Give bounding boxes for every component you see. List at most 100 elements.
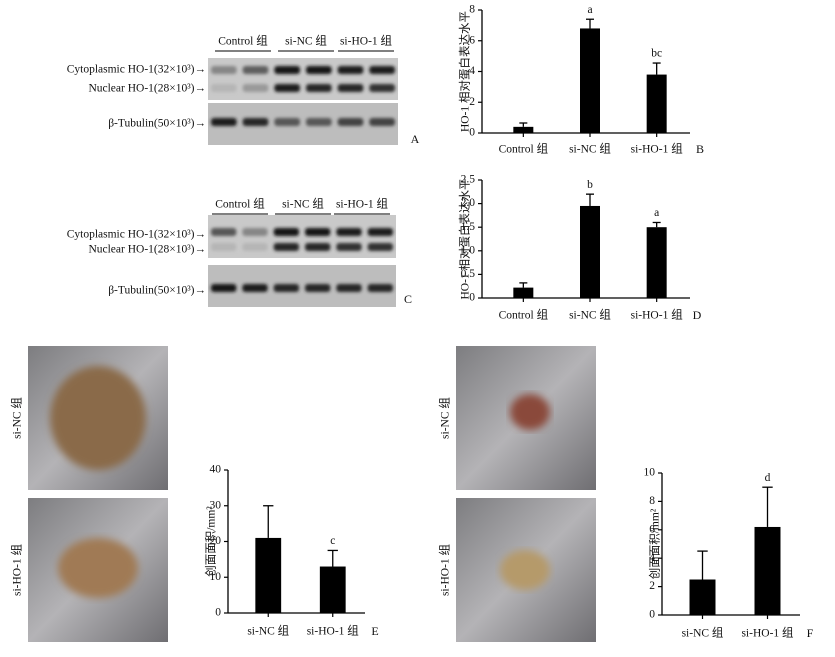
- y-tick-label: 2.5: [461, 174, 476, 186]
- y-axis-label: 创面面积/mm²: [649, 508, 662, 579]
- blot-band: [337, 118, 364, 126]
- bar: [319, 566, 346, 613]
- wound: [500, 550, 550, 590]
- blot-band: [336, 243, 362, 251]
- blot-band: [242, 84, 269, 92]
- y-tick-label: 0.5: [461, 268, 476, 280]
- blot-band: [369, 118, 395, 126]
- y-tick-label: 10: [210, 571, 222, 583]
- bar: [255, 537, 282, 613]
- y-tick-label: 0: [469, 292, 475, 304]
- x-tick-label: si-NC 组: [682, 626, 724, 640]
- blot-band: [306, 84, 332, 92]
- panel-letter: A: [411, 132, 420, 146]
- blot-band: [211, 243, 237, 251]
- blot-group-label: si-NC 组: [282, 197, 324, 211]
- y-tick-label: 10: [644, 467, 656, 479]
- significance-label: c: [330, 535, 335, 547]
- y-tick-label: 40: [210, 464, 222, 476]
- y-tick-label: 2.0: [461, 197, 476, 209]
- blot-group-label: Control 组: [215, 197, 265, 211]
- blot-band: [305, 243, 331, 251]
- y-tick-label: 4: [649, 552, 655, 564]
- y-tick-label: 4: [469, 65, 475, 77]
- bar: [646, 74, 667, 133]
- band-label: Cytoplasmic HO-1(32×10³)→: [67, 64, 206, 76]
- blot-band: [242, 228, 268, 236]
- band-label: Cytoplasmic HO-1(32×10³)→: [67, 229, 206, 241]
- y-tick-label: 2: [469, 96, 475, 108]
- blot-band: [306, 118, 332, 126]
- photo-row-label: si-HO-1 组: [438, 543, 452, 596]
- wound: [58, 538, 138, 598]
- blot-group-label: si-HO-1 组: [340, 34, 393, 48]
- blot-background: [208, 103, 398, 145]
- blot-band: [367, 228, 393, 236]
- blot-band: [367, 243, 393, 251]
- bar: [580, 28, 600, 134]
- panel-letter: B: [696, 142, 704, 156]
- blot-band: [274, 84, 300, 92]
- photo-row-label: si-NC 组: [10, 397, 24, 439]
- significance-label: d: [765, 472, 771, 484]
- x-tick-label: si-HO-1 组: [307, 624, 360, 638]
- y-tick-label: 6: [649, 523, 655, 535]
- blot-background: [208, 215, 396, 258]
- panel-letter: D: [693, 308, 702, 322]
- blot-band: [336, 284, 362, 292]
- blot-band: [305, 228, 331, 236]
- blot-band: [274, 118, 300, 126]
- y-tick-label: 2: [649, 580, 655, 592]
- y-tick-label: 1.0: [461, 244, 476, 256]
- blot-band: [211, 228, 237, 236]
- blot-band: [369, 66, 395, 74]
- x-tick-label: si-NC 组: [569, 308, 611, 322]
- x-tick-label: si-NC 组: [569, 142, 611, 156]
- y-axis-label: 创面面积/mm²: [205, 506, 218, 577]
- y-tick-label: 0: [649, 609, 655, 621]
- blot-band: [242, 66, 269, 74]
- photo-row-label: si-HO-1 组: [10, 543, 24, 596]
- wound: [50, 366, 146, 470]
- blot-group-label: Control 组: [218, 34, 268, 48]
- band-label: β-Tubulin(50×10³)→: [108, 118, 206, 130]
- bar: [689, 579, 716, 615]
- bar: [513, 287, 534, 298]
- bar: [754, 526, 781, 615]
- blot-band: [337, 84, 364, 92]
- blot-band: [273, 228, 299, 236]
- y-tick-label: 20: [210, 535, 222, 547]
- blot-background: [208, 265, 396, 307]
- x-tick-label: Control 组: [499, 308, 549, 322]
- y-tick-label: 1.5: [461, 221, 476, 233]
- blot-band: [211, 84, 237, 92]
- blot-band: [242, 118, 269, 126]
- blot-band: [306, 66, 332, 74]
- bar: [513, 126, 534, 133]
- blot-band: [336, 228, 362, 236]
- blot-band: [211, 118, 237, 126]
- x-tick-label: si-HO-1 组: [631, 142, 684, 156]
- blot-band: [273, 243, 299, 251]
- blot-band: [211, 66, 237, 74]
- y-tick-label: 0: [469, 127, 475, 139]
- blot-group-label: si-HO-1 组: [336, 197, 389, 211]
- significance-label: a: [587, 4, 592, 16]
- y-axis-label: HO-1 相对蛋白表达水平: [458, 178, 472, 299]
- significance-label: b: [587, 179, 593, 191]
- blot-band: [242, 243, 268, 251]
- blot-band: [369, 84, 395, 92]
- x-tick-label: si-HO-1 组: [631, 308, 684, 322]
- blot-background: [208, 58, 398, 100]
- significance-label: a: [654, 207, 659, 219]
- blot-band: [305, 284, 331, 292]
- photo-row-label: si-NC 组: [438, 397, 452, 439]
- panel-letter: E: [371, 624, 378, 638]
- y-tick-label: 0: [215, 607, 221, 619]
- bar: [646, 227, 667, 298]
- blot-band: [337, 66, 364, 74]
- significance-label: bc: [651, 48, 662, 60]
- x-tick-label: si-HO-1 组: [741, 626, 794, 640]
- y-tick-label: 8: [649, 495, 655, 507]
- band-label: Nuclear HO-1(28×10³)→: [88, 83, 206, 95]
